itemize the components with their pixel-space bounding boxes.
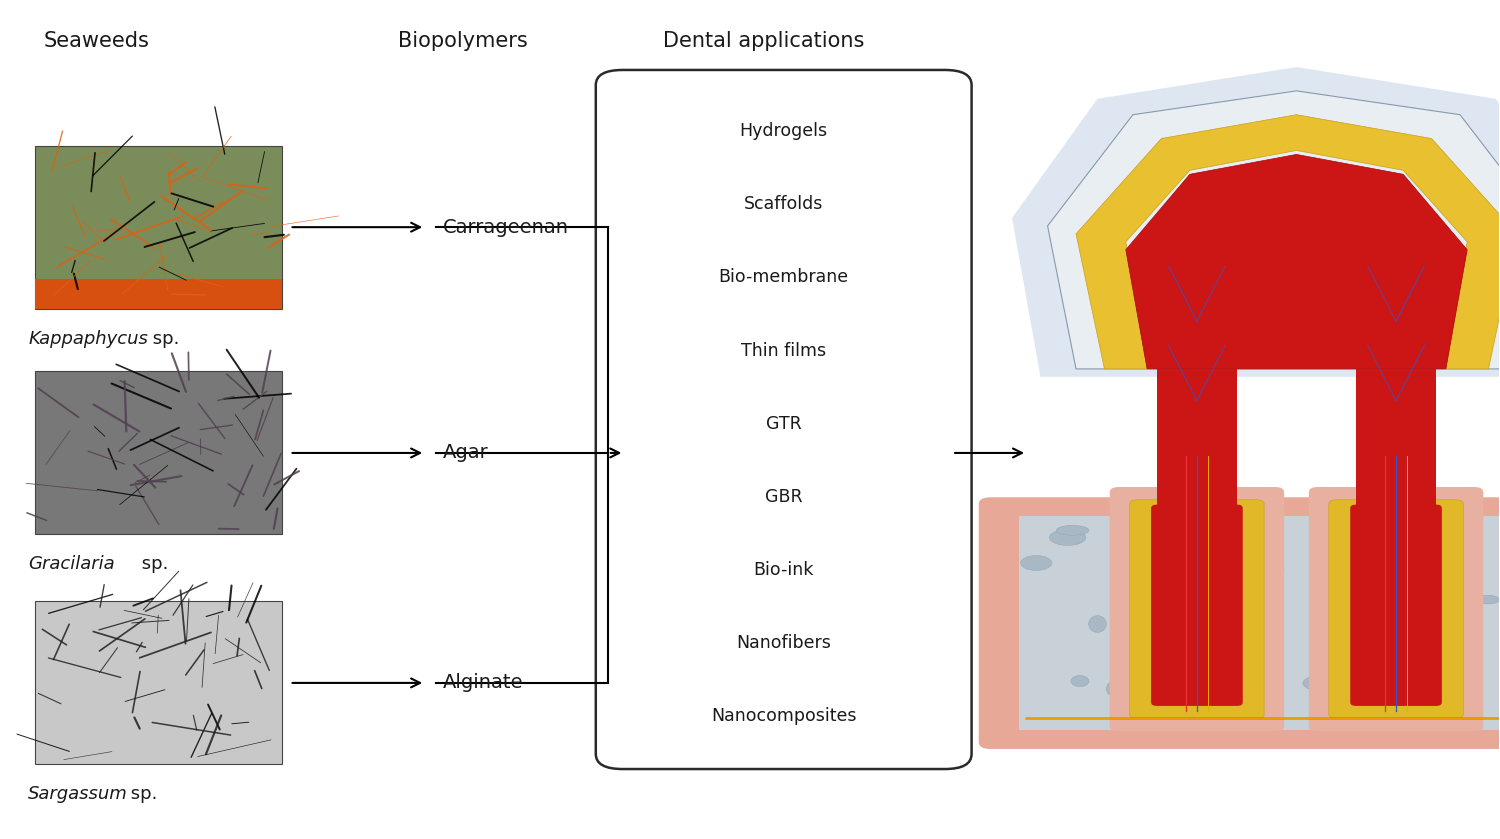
Text: Hydrogels: Hydrogels [740, 122, 828, 140]
Polygon shape [1356, 369, 1436, 508]
Bar [34, 372, 282, 534]
Text: Thin films: Thin films [741, 341, 827, 360]
Text: Gracilaria: Gracilaria [28, 555, 116, 573]
Text: Bio-membrane: Bio-membrane [718, 268, 849, 286]
Polygon shape [1126, 154, 1467, 369]
Ellipse shape [1330, 705, 1359, 714]
Ellipse shape [1344, 686, 1366, 697]
FancyBboxPatch shape [596, 70, 972, 769]
Text: Sargassum: Sargassum [28, 785, 128, 804]
Ellipse shape [1180, 649, 1214, 664]
Text: Carrageenan: Carrageenan [442, 217, 568, 237]
Text: Kappaphycus: Kappaphycus [28, 330, 148, 347]
Text: Biopolymers: Biopolymers [398, 31, 528, 50]
Ellipse shape [1107, 680, 1125, 697]
Ellipse shape [1050, 529, 1086, 545]
Polygon shape [1156, 369, 1236, 508]
Text: Scaffolds: Scaffolds [744, 195, 824, 213]
Ellipse shape [1056, 525, 1089, 535]
Ellipse shape [1461, 673, 1482, 683]
Ellipse shape [1172, 607, 1191, 623]
FancyBboxPatch shape [1130, 500, 1264, 719]
Polygon shape [1013, 67, 1500, 377]
Text: Alginate: Alginate [442, 674, 524, 692]
Text: GBR: GBR [765, 487, 802, 506]
Ellipse shape [1089, 616, 1107, 633]
Ellipse shape [1020, 555, 1052, 571]
Bar [34, 146, 282, 309]
Text: Seaweeds: Seaweeds [44, 31, 148, 50]
Bar [34, 602, 282, 764]
Ellipse shape [1180, 613, 1206, 623]
Ellipse shape [1341, 575, 1359, 592]
Ellipse shape [1215, 530, 1246, 544]
Ellipse shape [1426, 700, 1452, 709]
Text: Nanofibers: Nanofibers [736, 634, 831, 652]
Ellipse shape [1221, 661, 1254, 672]
FancyBboxPatch shape [1150, 504, 1242, 706]
Ellipse shape [1263, 562, 1284, 576]
Ellipse shape [1158, 586, 1180, 598]
Text: Nanocomposites: Nanocomposites [711, 707, 856, 726]
Polygon shape [1047, 91, 1500, 369]
Ellipse shape [1304, 675, 1340, 690]
Text: Dental applications: Dental applications [663, 31, 864, 50]
Ellipse shape [1476, 596, 1500, 604]
Polygon shape [1076, 115, 1500, 369]
Text: GTR: GTR [766, 414, 801, 433]
FancyBboxPatch shape [1350, 504, 1442, 706]
Text: Bio-ink: Bio-ink [753, 561, 814, 579]
Text: sp.: sp. [147, 330, 180, 347]
Text: sp.: sp. [136, 555, 168, 573]
Bar [34, 279, 282, 309]
Ellipse shape [1179, 694, 1209, 706]
FancyBboxPatch shape [1019, 516, 1500, 731]
Text: Agar: Agar [442, 444, 489, 462]
FancyBboxPatch shape [1329, 500, 1464, 719]
FancyBboxPatch shape [978, 498, 1500, 749]
FancyBboxPatch shape [1310, 487, 1484, 732]
Text: sp.: sp. [126, 785, 158, 804]
Ellipse shape [1071, 675, 1089, 686]
FancyBboxPatch shape [1110, 487, 1284, 732]
